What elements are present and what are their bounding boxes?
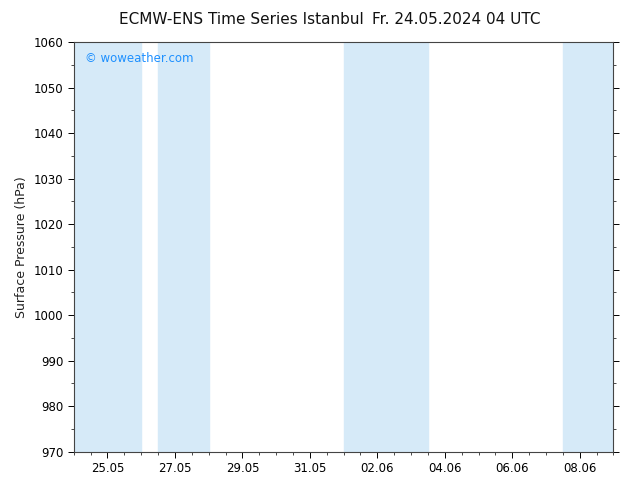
Bar [563, 42, 614, 452]
Bar [74, 42, 141, 452]
Bar [158, 42, 209, 452]
Text: Fr. 24.05.2024 04 UTC: Fr. 24.05.2024 04 UTC [372, 12, 541, 27]
Y-axis label: Surface Pressure (hPa): Surface Pressure (hPa) [15, 176, 28, 318]
Text: © woweather.com: © woweather.com [84, 52, 193, 65]
Bar [344, 42, 428, 452]
Text: ECMW-ENS Time Series Istanbul: ECMW-ENS Time Series Istanbul [119, 12, 363, 27]
